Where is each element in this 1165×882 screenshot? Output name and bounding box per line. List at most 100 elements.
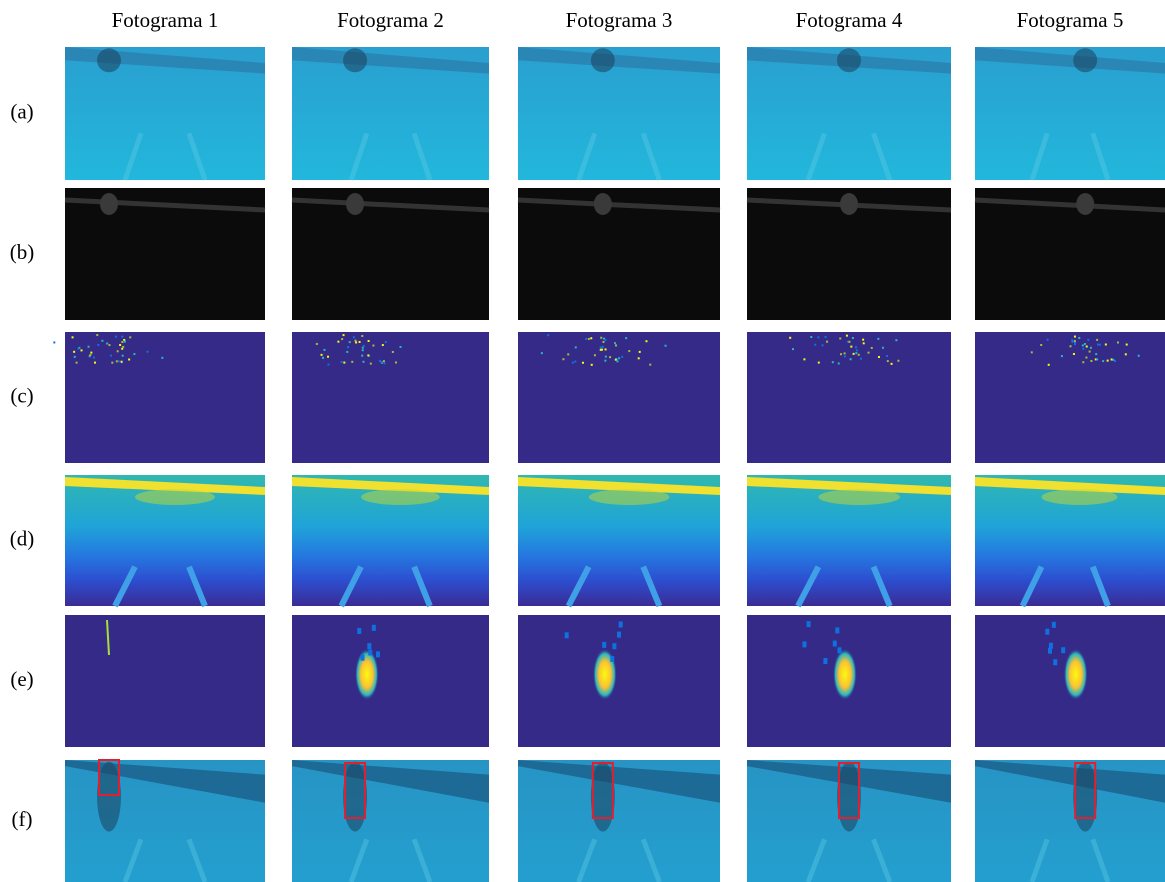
speckle — [361, 335, 363, 337]
speckle — [846, 335, 848, 337]
image-panel — [747, 47, 951, 180]
speckle — [609, 356, 611, 358]
map-background — [65, 615, 265, 747]
speckle — [605, 348, 607, 350]
image-panel — [747, 760, 951, 882]
swimmer — [591, 48, 615, 72]
speckle — [77, 348, 79, 350]
speckle — [1048, 364, 1050, 366]
map-background — [65, 332, 265, 463]
speckle — [862, 339, 864, 341]
speckle — [128, 359, 130, 361]
speckle — [117, 350, 119, 352]
speckle — [368, 649, 372, 655]
speckle — [826, 341, 828, 343]
foam — [361, 489, 440, 505]
speckle — [837, 647, 841, 653]
speckle — [823, 658, 827, 664]
speckle — [582, 362, 584, 364]
speckle — [850, 358, 852, 360]
speckle — [161, 357, 163, 359]
row-label: (b) — [10, 240, 35, 264]
speckle — [53, 341, 55, 343]
speckle — [852, 337, 854, 339]
speckle — [1082, 348, 1084, 350]
speckle — [121, 336, 123, 338]
speckle — [116, 360, 118, 362]
speckle — [360, 655, 364, 661]
speckle — [839, 338, 841, 340]
speckle — [133, 353, 135, 355]
image-panel — [975, 332, 1165, 463]
image-panel — [65, 188, 265, 320]
speckle — [110, 355, 112, 357]
speckle — [850, 346, 852, 348]
speckle — [1074, 343, 1076, 345]
speckle — [367, 643, 371, 649]
swimmer — [100, 193, 118, 215]
speckle — [1089, 351, 1091, 353]
image-panel — [292, 760, 489, 882]
speckle — [1090, 347, 1092, 349]
speckle — [346, 351, 348, 353]
map-background — [747, 332, 951, 463]
speckle — [395, 361, 397, 363]
speckle — [617, 632, 621, 638]
swimmer — [97, 762, 121, 832]
speckle — [628, 350, 630, 352]
speckle — [97, 344, 99, 346]
speckle — [372, 345, 374, 347]
speckle — [572, 362, 574, 364]
speckle — [382, 344, 384, 346]
speckle — [90, 352, 92, 354]
speckle — [833, 641, 837, 647]
speckle — [372, 625, 376, 631]
speckle — [1105, 343, 1107, 345]
speckle — [94, 362, 96, 364]
speckle — [602, 341, 604, 343]
speckle — [600, 346, 602, 348]
speckle — [616, 360, 618, 362]
speckle — [74, 356, 76, 358]
swimmer — [837, 762, 861, 832]
speckle — [1087, 339, 1089, 341]
speckle — [129, 336, 131, 338]
speckle — [1085, 357, 1087, 359]
image-panel — [518, 47, 720, 180]
speckle — [353, 336, 355, 338]
speckle — [383, 362, 385, 364]
speckle — [625, 337, 627, 339]
speckle — [1071, 341, 1073, 343]
swimmer — [346, 193, 364, 215]
speckle — [121, 361, 123, 363]
image-panel — [975, 188, 1165, 320]
speckle — [1031, 351, 1033, 353]
foam — [818, 489, 900, 505]
speckle — [121, 341, 123, 343]
speckle — [351, 361, 353, 363]
speckle — [802, 641, 806, 647]
speckle — [121, 348, 123, 350]
speckle — [392, 351, 394, 353]
speckle — [848, 341, 850, 343]
speckle — [612, 643, 616, 649]
speckle — [362, 347, 364, 349]
speckle — [547, 334, 549, 336]
image-panel — [975, 615, 1165, 747]
speckle — [1107, 360, 1109, 362]
image-panel — [292, 47, 489, 180]
speckle — [1102, 360, 1104, 362]
image-panel — [747, 332, 951, 463]
foam — [135, 489, 215, 505]
speckle — [1099, 344, 1101, 346]
speckle — [347, 346, 349, 348]
swimmer — [1073, 762, 1097, 832]
speckle — [541, 352, 543, 354]
speckle — [639, 351, 641, 353]
image-panel — [975, 475, 1165, 606]
speckle — [665, 345, 667, 347]
speckle — [1071, 339, 1073, 341]
speckle — [789, 337, 791, 339]
speckle — [355, 340, 357, 342]
speckle — [1053, 659, 1057, 665]
